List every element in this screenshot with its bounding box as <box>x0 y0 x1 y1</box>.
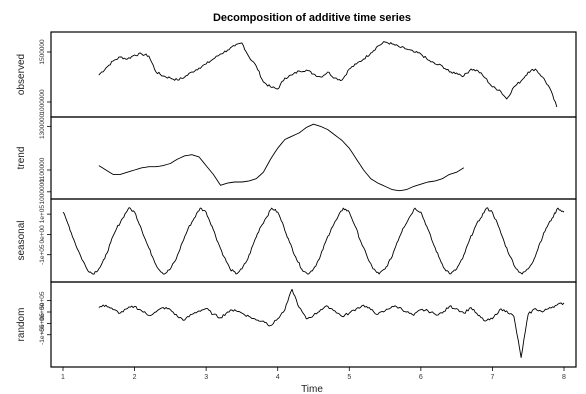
panel-seasonal: seasonal 0e+00-1e+05 1e+05 <box>16 198 577 283</box>
observed-y-tick-label: 1000000 <box>39 89 46 115</box>
chart-title: Decomposition of additive time series <box>213 12 411 24</box>
random-y-tick-label: 5e+05 <box>39 291 46 310</box>
x-tick-label: 8 <box>562 374 566 381</box>
x-tick-label: 4 <box>276 374 280 381</box>
random-y-tick-label: 0e+00 <box>39 302 46 321</box>
seasonal-y-tick-label: 0e+00 <box>39 225 46 244</box>
x-tick-label: 2 <box>133 374 137 381</box>
trend-line <box>98 123 465 192</box>
time-axis: 1 2 3 4 5 6 7 8 <box>61 367 566 381</box>
x-tick-label: 7 <box>490 374 494 381</box>
x-tick-label: 1 <box>61 374 65 381</box>
observed-frame <box>50 31 577 118</box>
x-tick-label: 3 <box>204 374 208 381</box>
x-tick-label: 5 <box>347 374 351 381</box>
seasonal-line <box>62 207 565 275</box>
trend-frame <box>50 116 577 200</box>
x-tick-label: 6 <box>419 374 423 381</box>
trend-y-tick-label: 1300000 <box>39 113 46 139</box>
observed-y-tick-label: 1500000 <box>39 39 46 65</box>
trend-y-tick-label: 1000000 <box>39 179 46 205</box>
random-label: random <box>16 308 27 342</box>
seasonal-label: seasonal <box>16 220 27 260</box>
observed-label: observed <box>16 54 27 95</box>
seasonal-y-tick-label: -1e+05 <box>39 244 46 265</box>
seasonal-y-tick-label: 1e+05 <box>39 205 46 224</box>
panel-observed: observed 1500000 1000000 <box>16 31 577 118</box>
random-y-tick-label: -5e+05 <box>39 313 46 334</box>
random-y-tick-label: -1e+05 <box>39 324 46 345</box>
observed-line <box>98 41 558 108</box>
trend-y-tick-label: 1100000 <box>39 157 46 182</box>
random-frame <box>50 281 577 368</box>
random-line <box>98 288 565 358</box>
x-axis-label: Time <box>301 384 323 394</box>
trend-label: trend <box>16 147 27 170</box>
